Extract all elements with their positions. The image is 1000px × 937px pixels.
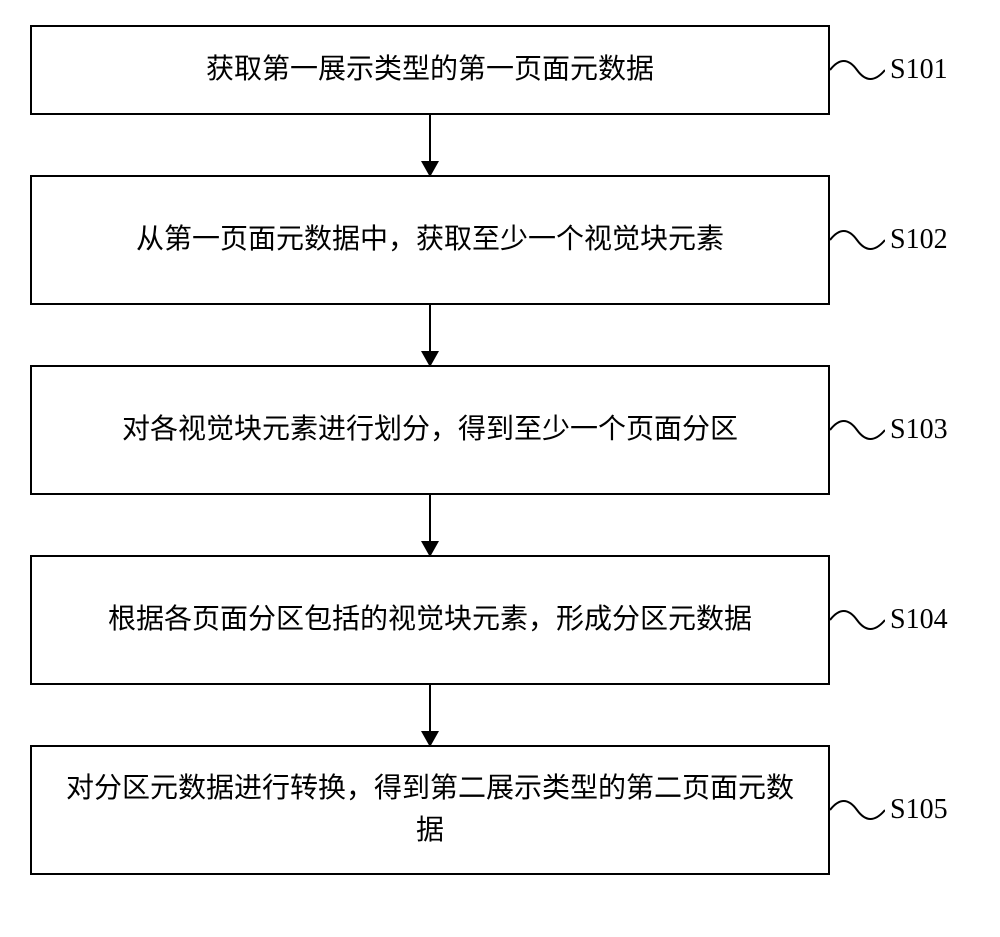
step-label-s103: S103 <box>890 414 948 446</box>
step-label-s101: S101 <box>890 54 948 86</box>
arrow-line-icon <box>429 305 431 365</box>
step-label-area-s105: S105 <box>830 790 970 830</box>
step-box-s104: 根据各页面分区包括的视觉块元素，形成分区元数据 <box>30 555 830 685</box>
step-text-s104: 根据各页面分区包括的视觉块元素，形成分区元数据 <box>108 599 752 641</box>
step-label-area-s101: S101 <box>830 50 970 90</box>
arrow-s101-s102 <box>30 115 830 175</box>
squiggle-icon <box>830 790 885 830</box>
step-label-s102: S102 <box>890 224 948 256</box>
squiggle-icon <box>830 600 885 640</box>
squiggle-icon <box>830 220 885 260</box>
step-box-s102: 从第一页面元数据中，获取至少一个视觉块元素 <box>30 175 830 305</box>
arrow-s103-s104 <box>30 495 830 555</box>
flowchart-container: 获取第一展示类型的第一页面元数据 S101 从第一页面元数据中，获取至少一个视觉… <box>30 25 970 875</box>
squiggle-icon <box>830 410 885 450</box>
arrow-s102-s103 <box>30 305 830 365</box>
step-box-s103: 对各视觉块元素进行划分，得到至少一个页面分区 <box>30 365 830 495</box>
step-box-s101: 获取第一展示类型的第一页面元数据 <box>30 25 830 115</box>
step-box-s105: 对分区元数据进行转换，得到第二展示类型的第二页面元数据 <box>30 745 830 875</box>
step-row-s101: 获取第一展示类型的第一页面元数据 S101 <box>30 25 970 115</box>
arrow-line-icon <box>429 685 431 745</box>
step-text-s103: 对各视觉块元素进行划分，得到至少一个页面分区 <box>122 409 738 451</box>
step-label-area-s102: S102 <box>830 220 970 260</box>
arrow-line-icon <box>429 495 431 555</box>
step-row-s104: 根据各页面分区包括的视觉块元素，形成分区元数据 S104 <box>30 555 970 685</box>
step-text-s101: 获取第一展示类型的第一页面元数据 <box>206 49 654 91</box>
step-text-s105: 对分区元数据进行转换，得到第二展示类型的第二页面元数据 <box>62 768 798 852</box>
arrow-line-icon <box>429 115 431 175</box>
step-label-area-s104: S104 <box>830 600 970 640</box>
step-label-s105: S105 <box>890 794 948 826</box>
step-row-s103: 对各视觉块元素进行划分，得到至少一个页面分区 S103 <box>30 365 970 495</box>
step-row-s102: 从第一页面元数据中，获取至少一个视觉块元素 S102 <box>30 175 970 305</box>
step-text-s102: 从第一页面元数据中，获取至少一个视觉块元素 <box>136 219 724 261</box>
step-row-s105: 对分区元数据进行转换，得到第二展示类型的第二页面元数据 S105 <box>30 745 970 875</box>
step-label-area-s103: S103 <box>830 410 970 450</box>
squiggle-icon <box>830 50 885 90</box>
step-label-s104: S104 <box>890 604 948 636</box>
arrow-s104-s105 <box>30 685 830 745</box>
